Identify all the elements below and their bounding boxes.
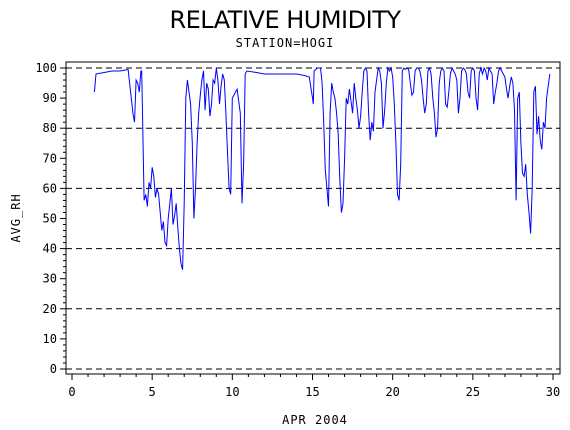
plot-frame: [65, 61, 561, 375]
y-axis: 0 10 20 30 40 50 60 70 80 90 100: [35, 61, 66, 376]
x-axis: 0 5 10 15 20 25 30: [68, 374, 560, 399]
y-tick-label: 10: [43, 332, 57, 346]
plot-border: [65, 61, 561, 375]
x-tick-label: 25: [466, 385, 480, 399]
y-tick-label: 70: [43, 151, 57, 165]
y-tick-label: 100: [35, 61, 57, 75]
y-tick-label: 90: [43, 91, 57, 105]
chart-title: RELATIVE HUMIDITY: [169, 6, 401, 34]
x-tick-label: 0: [68, 385, 75, 399]
y-tick-label: 50: [43, 212, 57, 226]
x-tick-label: 5: [149, 385, 156, 399]
chart-subtitle: STATION=HOGI: [235, 36, 335, 50]
series-group: [93, 66, 551, 270]
x-axis-label: APR 2004: [282, 413, 348, 427]
y-tick-label: 80: [43, 121, 57, 135]
y-axis-label: AVG_RH: [9, 193, 23, 242]
y-tick-label: 60: [43, 181, 57, 195]
y-tick-label: 30: [43, 272, 57, 286]
y-tick-label: 0: [50, 362, 57, 376]
x-tick-label: 10: [225, 385, 239, 399]
y-tick-label: 40: [43, 242, 57, 256]
y-tick-label: 20: [43, 302, 57, 316]
x-tick-label: 30: [546, 385, 560, 399]
x-tick-label: 20: [385, 385, 399, 399]
reference-lines: [66, 67, 560, 370]
x-tick-label: 15: [305, 385, 319, 399]
series-line: [93, 66, 551, 270]
